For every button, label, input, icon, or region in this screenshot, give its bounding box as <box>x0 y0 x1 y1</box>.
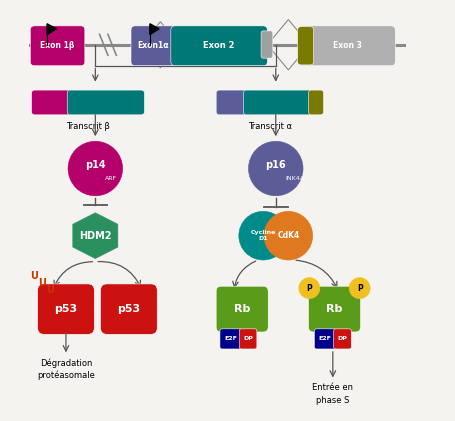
Polygon shape <box>150 24 159 35</box>
Text: U: U <box>38 278 46 288</box>
Text: Rb: Rb <box>234 304 250 314</box>
Polygon shape <box>73 213 118 258</box>
FancyBboxPatch shape <box>261 31 273 58</box>
Text: P: P <box>357 284 363 293</box>
FancyBboxPatch shape <box>220 329 242 349</box>
Text: Exon1α: Exon1α <box>137 41 169 50</box>
FancyBboxPatch shape <box>308 286 360 332</box>
Text: U: U <box>30 271 38 280</box>
Text: protéasomale: protéasomale <box>37 371 95 380</box>
Text: p53: p53 <box>55 304 77 314</box>
Text: p14: p14 <box>85 160 106 170</box>
Circle shape <box>264 211 313 260</box>
FancyBboxPatch shape <box>334 329 351 349</box>
Text: Exon 2: Exon 2 <box>203 41 235 50</box>
Text: Exon 1β: Exon 1β <box>40 41 75 50</box>
Text: Exon 3: Exon 3 <box>333 41 362 50</box>
Text: Dégradation: Dégradation <box>40 358 92 368</box>
FancyBboxPatch shape <box>67 90 144 115</box>
Circle shape <box>299 277 320 298</box>
FancyBboxPatch shape <box>30 26 85 66</box>
FancyBboxPatch shape <box>216 286 268 332</box>
FancyBboxPatch shape <box>216 90 249 115</box>
Text: Entrée en: Entrée en <box>312 384 354 392</box>
Text: ARF: ARF <box>105 176 117 181</box>
FancyBboxPatch shape <box>314 329 336 349</box>
Text: Transcrit β: Transcrit β <box>66 123 110 131</box>
FancyBboxPatch shape <box>243 90 314 115</box>
Text: E2F: E2F <box>224 336 238 341</box>
Circle shape <box>248 141 303 196</box>
Text: Rb: Rb <box>326 304 343 314</box>
Text: CdK4: CdK4 <box>277 231 299 240</box>
FancyBboxPatch shape <box>298 27 313 65</box>
Text: Transcrit α: Transcrit α <box>248 123 292 131</box>
Polygon shape <box>47 24 56 35</box>
Circle shape <box>239 211 288 260</box>
FancyBboxPatch shape <box>101 284 157 334</box>
Text: p53: p53 <box>117 304 141 314</box>
Text: p16: p16 <box>265 160 286 170</box>
Text: E2F: E2F <box>319 336 332 341</box>
Text: INK4A: INK4A <box>285 176 304 181</box>
Text: phase S: phase S <box>316 396 349 405</box>
Text: P: P <box>307 284 312 293</box>
FancyBboxPatch shape <box>131 26 175 66</box>
Text: DP: DP <box>338 336 348 341</box>
FancyBboxPatch shape <box>31 90 73 115</box>
Text: Cycline
D1: Cycline D1 <box>251 230 276 241</box>
Text: U: U <box>46 285 54 295</box>
FancyBboxPatch shape <box>239 329 257 349</box>
FancyBboxPatch shape <box>299 26 395 66</box>
FancyBboxPatch shape <box>171 26 268 66</box>
FancyBboxPatch shape <box>38 284 94 334</box>
Circle shape <box>349 277 370 298</box>
Text: HDM2: HDM2 <box>79 231 111 241</box>
Circle shape <box>68 141 122 196</box>
FancyBboxPatch shape <box>308 90 324 115</box>
Text: DP: DP <box>243 336 253 341</box>
